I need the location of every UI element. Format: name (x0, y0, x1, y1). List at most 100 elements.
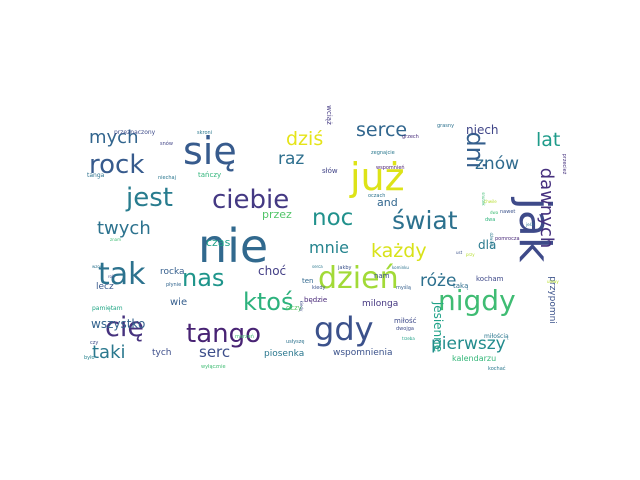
word-tango: tango (186, 319, 261, 349)
word-taka: taką (453, 282, 468, 290)
word-wylacznie: wyłącznie (201, 364, 226, 370)
word-slow: słów (322, 167, 338, 175)
word-grasny: grasny (437, 123, 454, 129)
word-tanczy: tańczy (198, 171, 221, 179)
word-dla: dla (478, 238, 496, 252)
word-nie: nie (198, 219, 268, 273)
word-miloscia: miłością (484, 333, 509, 340)
word-roze: róże (420, 271, 456, 291)
word-roli: roli (108, 274, 114, 279)
word-rock: rock (89, 150, 144, 180)
word-tych: tych (152, 348, 172, 358)
word-przeznaczony: przeznaczony (114, 129, 156, 136)
word-wie: wie (170, 297, 187, 308)
word-dwa: dwa (485, 217, 495, 223)
word-ciebie: ciebie (212, 185, 289, 215)
word-tak: tak (98, 257, 146, 292)
word-dzien: dzień (318, 261, 399, 296)
word-and: and (377, 196, 398, 209)
word-kocham: kocham (476, 275, 504, 283)
word-kiedy: kiedy (299, 301, 304, 312)
word-kochac: kochać (488, 365, 506, 372)
word-bylo: było (84, 355, 95, 361)
word-pomrocza: pomrocza (495, 236, 520, 242)
word-jakby: jakby (337, 265, 352, 271)
word-znow: znów (475, 154, 519, 174)
word-ktos: ktoś (243, 288, 294, 316)
word-mnie: mnie (309, 238, 349, 257)
word-dzis: dziś (286, 128, 323, 150)
word-chwile: chwile (484, 199, 497, 204)
word-grzech: grzech (402, 134, 419, 140)
word-znam: znam (110, 237, 121, 242)
word-przeciez: przecież (561, 154, 567, 175)
word-taki: taki (92, 342, 126, 363)
word-dzwieki: dźwięki (489, 233, 494, 248)
word-rocka: rocka (160, 267, 185, 277)
word-dwojga: dwojga (396, 326, 414, 332)
word-plynie: płynie (166, 282, 181, 288)
word-snow: snów (160, 140, 173, 147)
word-lecz: lecz (96, 282, 114, 292)
word-milosc: miłość (394, 317, 417, 325)
word-nigdy: nigdy (438, 284, 516, 317)
word-ulewy: ulewy (547, 279, 559, 284)
word-uslysze: usłyszę (286, 339, 304, 345)
word-nam: nam (374, 272, 390, 280)
word-marzen: marzeń (235, 333, 254, 340)
word-wspomnienia: wspomnienia (333, 348, 393, 358)
word-cie: cię (105, 312, 144, 343)
word-wszystko: wszystko (91, 317, 145, 331)
word-jesli: jeśli (525, 222, 534, 227)
word-raz: raz (278, 149, 304, 169)
word-dwa: dwa (490, 210, 499, 215)
word-nawet: nawet (500, 209, 515, 215)
word-serc: serc (199, 343, 230, 361)
word-jest: jest (125, 183, 173, 213)
word-kiedy: kiedy (312, 285, 326, 291)
word-wciaz: wciąż (325, 105, 333, 125)
word-cloud-background (80, 115, 576, 365)
word-juz: już (349, 155, 405, 199)
word-milonga: milonga (362, 299, 398, 309)
word-oczach: oczach (368, 193, 385, 199)
word-kazdy: każdy (371, 240, 427, 262)
word-czy: czy (90, 340, 98, 346)
word-wspomnien: wspomnień (376, 164, 405, 171)
word-mysla: myślą (396, 284, 411, 291)
word-serca: serca (312, 264, 323, 269)
word-dawnych: dawnych (536, 168, 557, 249)
word-jesienne: jesienne (431, 301, 445, 352)
word-przez: przez (262, 208, 292, 221)
word-nas: nas (182, 264, 224, 292)
word-jak: jak (509, 197, 560, 263)
word-skroni: skroni (197, 130, 212, 136)
word-przypomni: przypomni (547, 276, 557, 324)
word-niechaj: niechaj (158, 175, 176, 181)
word-gdy: gdy (314, 310, 374, 348)
word-mych: mych (89, 127, 139, 148)
word-twych: twych (97, 218, 151, 239)
word-bedzie: będzie (304, 296, 327, 304)
word-zegnajcie: zegnajcie (371, 150, 395, 156)
word-serce: serce (356, 119, 407, 141)
word-swiat: świat (392, 206, 458, 235)
word-tanga: tanga (87, 172, 105, 179)
word-lat: lat (536, 129, 560, 151)
word-pamietam: pamiętam (92, 305, 123, 312)
word-ust: ust (456, 250, 463, 255)
word-wzos: wzos (92, 264, 102, 269)
word-kalendarzu: kalendarzu (452, 354, 496, 363)
word-piosenka: piosenka (264, 349, 304, 359)
word-dni: dni (461, 131, 489, 168)
word-trzeba: trzeba (402, 336, 415, 341)
word-pierwszy: pierwszy (431, 334, 506, 354)
word-sie: się (183, 129, 237, 173)
word-czas: czas (206, 236, 231, 249)
word-ten: ten (302, 277, 314, 285)
word-snutek: snutek (481, 192, 486, 206)
word-choc: choć (258, 264, 286, 278)
word-kominku: kominku (392, 265, 409, 270)
word-oczy: oczy (286, 304, 302, 312)
